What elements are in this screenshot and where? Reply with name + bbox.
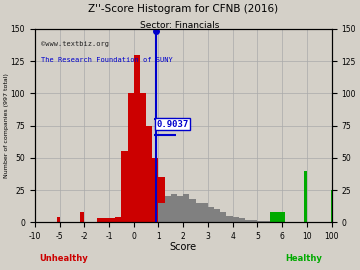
Bar	[195, 203, 202, 222]
Bar	[257, 221, 270, 222]
Text: Sector: Financials: Sector: Financials	[140, 21, 220, 30]
Bar	[214, 209, 220, 222]
Bar	[158, 177, 165, 222]
Text: Healthy: Healthy	[285, 254, 322, 263]
Bar	[115, 217, 121, 222]
Title: Z''-Score Histogram for CFNB (2016): Z''-Score Histogram for CFNB (2016)	[88, 4, 278, 14]
Bar	[146, 126, 152, 222]
Bar	[202, 203, 208, 222]
Bar	[251, 220, 257, 222]
Bar	[134, 55, 140, 222]
Bar	[177, 215, 183, 222]
Bar	[165, 197, 171, 222]
Bar	[80, 212, 84, 222]
Y-axis label: Number of companies (997 total): Number of companies (997 total)	[4, 73, 9, 178]
Bar	[127, 93, 134, 222]
Bar	[270, 212, 285, 222]
Bar	[208, 207, 214, 222]
Bar	[233, 217, 239, 222]
Bar	[171, 207, 177, 222]
Bar	[158, 203, 165, 222]
Bar	[226, 216, 233, 222]
Bar	[220, 212, 226, 222]
Bar	[140, 93, 146, 222]
Bar	[96, 218, 109, 222]
Text: Unhealthy: Unhealthy	[40, 254, 89, 263]
Text: ©www.textbiz.org: ©www.textbiz.org	[41, 41, 109, 47]
Bar	[165, 197, 171, 222]
Bar	[177, 197, 183, 222]
Bar	[121, 151, 127, 222]
Bar	[171, 194, 177, 222]
Bar	[109, 218, 115, 222]
Bar	[189, 199, 195, 222]
Text: 0.9037: 0.9037	[157, 120, 189, 129]
Bar	[239, 218, 245, 222]
Bar	[304, 171, 307, 222]
Bar	[57, 217, 59, 222]
X-axis label: Score: Score	[170, 242, 197, 252]
Text: The Research Foundation of SUNY: The Research Foundation of SUNY	[41, 57, 172, 63]
Bar	[245, 220, 251, 222]
Bar	[183, 194, 189, 222]
Bar	[152, 158, 158, 222]
